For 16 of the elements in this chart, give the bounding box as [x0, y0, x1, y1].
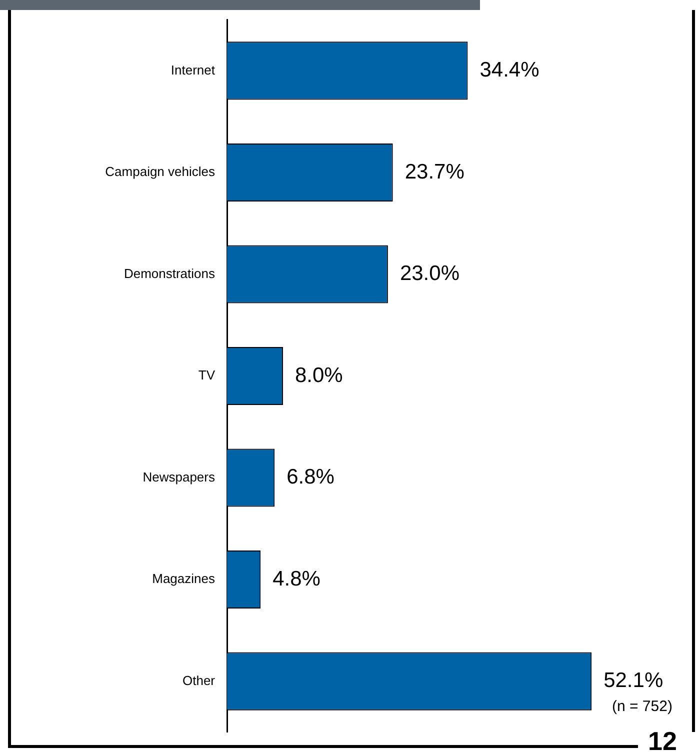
data-label: 34.4% — [480, 58, 540, 82]
y-tick-label: Campaign vehicles — [105, 164, 216, 180]
data-label: 23.7% — [404, 160, 464, 184]
data-label: 52.1% — [604, 669, 664, 692]
text: 12 — [648, 726, 677, 752]
y-tick-label: Newspapers — [142, 469, 216, 484]
y-tick-label: TV — [198, 368, 216, 383]
y-tick-label: Demonstrations — [124, 266, 216, 281]
y-tick-label: Other — [182, 672, 216, 688]
data-label: 4.8% — [272, 567, 320, 590]
data-label: 8.0% — [294, 364, 343, 387]
data-label: 23.0% — [400, 262, 460, 286]
y-tick-label: Internet — [170, 62, 216, 78]
data-label: 6.8% — [286, 466, 334, 489]
y-tick-label: Magazines — [152, 571, 216, 586]
text: (n = 752) — [612, 698, 672, 715]
